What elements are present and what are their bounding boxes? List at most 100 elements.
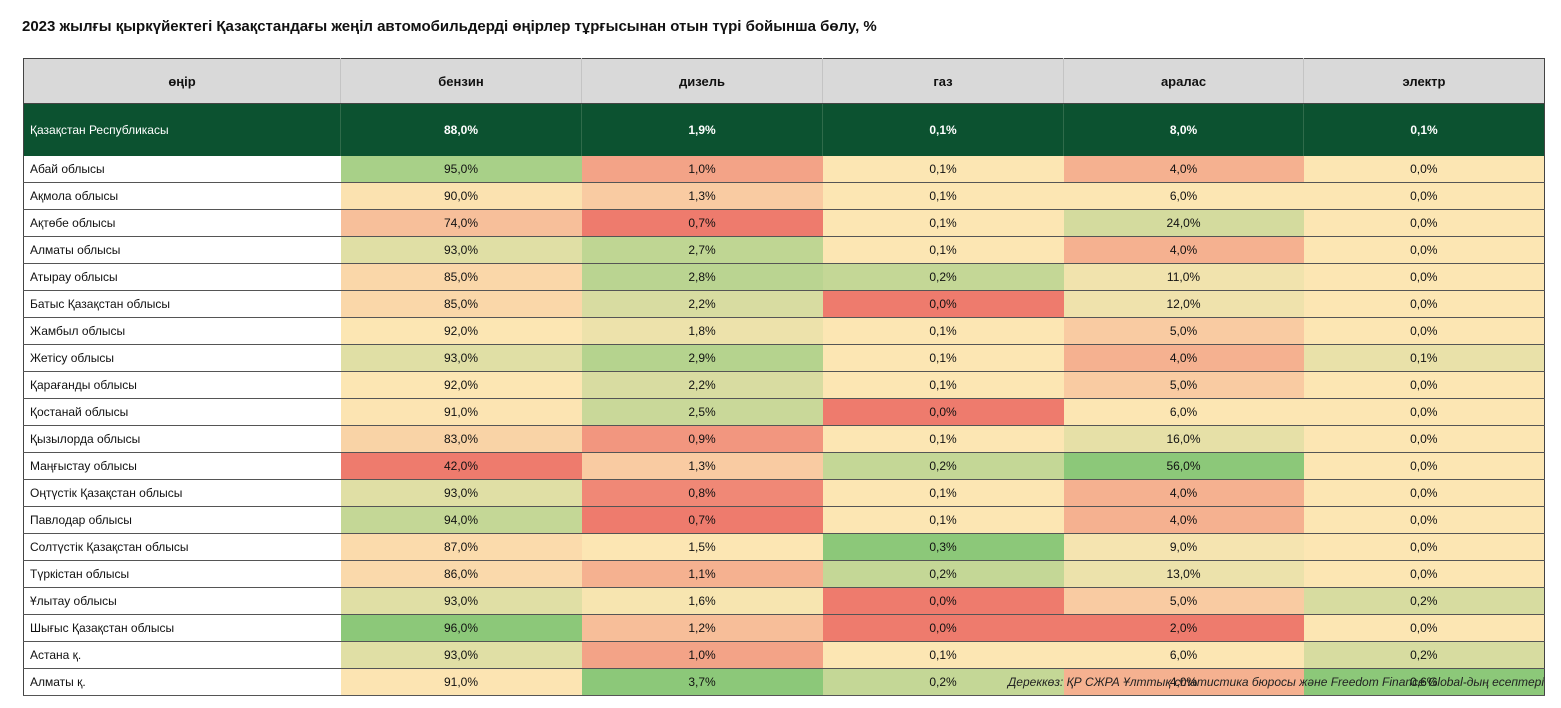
value-cell: 0,0%: [1303, 398, 1545, 426]
value-cell: 0,9%: [581, 425, 823, 453]
value-cell: 92,0%: [340, 371, 582, 399]
value-cell: 4,0%: [1063, 156, 1304, 183]
table-row: Астана қ. 93,0% 1,0% 0,1% 6,0% 0,2%: [23, 641, 1545, 669]
value-cell: 1,2%: [581, 614, 823, 642]
value-cell: 1,8%: [581, 317, 823, 345]
value-cell: 85,0%: [340, 263, 582, 291]
value-cell: 0,1%: [822, 641, 1064, 669]
value-cell: 0,1%: [822, 182, 1064, 210]
value-cell: 93,0%: [340, 236, 582, 264]
value-cell: 2,2%: [581, 290, 823, 318]
value-cell: 0,1%: [822, 317, 1064, 345]
value-cell: 24,0%: [1063, 209, 1304, 237]
table-row: Алматы облысы 93,0% 2,7% 0,1% 4,0% 0,0%: [23, 236, 1545, 264]
value-cell: 0,7%: [581, 209, 823, 237]
value-cell: 13,0%: [1063, 560, 1304, 588]
value-cell: 2,7%: [581, 236, 823, 264]
value-cell: 96,0%: [340, 614, 582, 642]
value-cell: 2,5%: [581, 398, 823, 426]
total-row: Қазақстан Республикасы 88,0% 1,9% 0,1% 8…: [23, 103, 1545, 156]
value-cell: 0,0%: [822, 290, 1064, 318]
total-cell: 0,1%: [822, 103, 1064, 156]
value-cell: 1,1%: [581, 560, 823, 588]
value-cell: 42,0%: [340, 452, 582, 480]
total-cell: 8,0%: [1063, 103, 1304, 156]
table-row: Атырау облысы 85,0% 2,8% 0,2% 11,0% 0,0%: [23, 263, 1545, 291]
value-cell: 0,0%: [1303, 506, 1545, 534]
value-cell: 0,0%: [822, 614, 1064, 642]
value-cell: 0,0%: [1303, 290, 1545, 318]
total-cell: 1,9%: [581, 103, 823, 156]
value-cell: 11,0%: [1063, 263, 1304, 291]
value-cell: 0,0%: [1303, 479, 1545, 507]
value-cell: 0,2%: [822, 452, 1064, 480]
value-cell: 0,0%: [1303, 209, 1545, 237]
value-cell: 85,0%: [340, 290, 582, 318]
col-header-hybrid: аралас: [1063, 58, 1304, 104]
col-header-petrol: бензин: [340, 58, 582, 104]
region-cell: Алматы облысы: [23, 236, 341, 264]
region-cell: Ақтөбе облысы: [23, 209, 341, 237]
value-cell: 0,8%: [581, 479, 823, 507]
region-cell: Батыс Қазақстан облысы: [23, 290, 341, 318]
region-cell: Атырау облысы: [23, 263, 341, 291]
value-cell: 0,0%: [1303, 317, 1545, 345]
region-cell: Алматы қ.: [23, 668, 341, 696]
value-cell: 4,0%: [1063, 506, 1304, 534]
region-cell: Солтүстік Қазақстан облысы: [23, 533, 341, 561]
value-cell: 0,1%: [822, 371, 1064, 399]
value-cell: 5,0%: [1063, 317, 1304, 345]
value-cell: 0,0%: [1303, 182, 1545, 210]
value-cell: 2,0%: [1063, 614, 1304, 642]
value-cell: 0,1%: [822, 156, 1064, 183]
value-cell: 9,0%: [1063, 533, 1304, 561]
value-cell: 0,1%: [822, 236, 1064, 264]
value-cell: 93,0%: [340, 587, 582, 615]
total-cell: 0,1%: [1303, 103, 1545, 156]
value-cell: 0,0%: [822, 398, 1064, 426]
value-cell: 1,0%: [581, 641, 823, 669]
value-cell: 93,0%: [340, 479, 582, 507]
table-row: Маңғыстау облысы 42,0% 1,3% 0,2% 56,0% 0,0%: [23, 452, 1545, 480]
value-cell: 1,3%: [581, 452, 823, 480]
table-row: Ақтөбе облысы 74,0% 0,7% 0,1% 24,0% 0,0%: [23, 209, 1545, 237]
region-cell: Түркістан облысы: [23, 560, 341, 588]
region-cell: Қарағанды облысы: [23, 371, 341, 399]
value-cell: 3,7%: [581, 668, 823, 696]
region-cell: Оңтүстік Қазақстан облысы: [23, 479, 341, 507]
value-cell: 1,0%: [581, 156, 823, 183]
table-row: Шығыс Қазақстан облысы 96,0% 1,2% 0,0% 2,0% 0…: [23, 614, 1545, 642]
value-cell: 0,0%: [1303, 560, 1545, 588]
value-cell: 5,0%: [1063, 371, 1304, 399]
value-cell: 6,0%: [1063, 182, 1304, 210]
value-cell: 4,0%: [1063, 236, 1304, 264]
table-row: Абай облысы 95,0% 1,0% 0,1% 4,0% 0,0%: [23, 156, 1545, 183]
value-cell: 91,0%: [340, 668, 582, 696]
table-row: Батыс Қазақстан облысы 85,0% 2,2% 0,0% 12,0%…: [23, 290, 1545, 318]
value-cell: 6,0%: [1063, 641, 1304, 669]
value-cell: 95,0%: [340, 156, 582, 183]
value-cell: 83,0%: [340, 425, 582, 453]
value-cell: 91,0%: [340, 398, 582, 426]
value-cell: 56,0%: [1063, 452, 1304, 480]
region-cell: Астана қ.: [23, 641, 341, 669]
value-cell: 0,2%: [1303, 641, 1545, 669]
value-cell: 12,0%: [1063, 290, 1304, 318]
value-cell: 0,1%: [822, 506, 1064, 534]
heatmap-table: өңір бензин дизель газ аралас электр Қаз…: [23, 58, 1545, 696]
value-cell: 0,1%: [822, 479, 1064, 507]
table-row: Ақмола облысы 90,0% 1,3% 0,1% 6,0% 0,0%: [23, 182, 1545, 210]
table-row: Жамбыл облысы 92,0% 1,8% 0,1% 5,0% 0,0%: [23, 317, 1545, 345]
value-cell: 90,0%: [340, 182, 582, 210]
region-cell: Маңғыстау облысы: [23, 452, 341, 480]
value-cell: 0,0%: [1303, 425, 1545, 453]
value-cell: 4,0%: [1063, 344, 1304, 372]
region-cell: Шығыс Қазақстан облысы: [23, 614, 341, 642]
region-cell: Қызылорда облысы: [23, 425, 341, 453]
value-cell: 4,0%: [1063, 668, 1304, 696]
region-cell: Жамбыл облысы: [23, 317, 341, 345]
value-cell: 87,0%: [340, 533, 582, 561]
table-row: Солтүстік Қазақстан облысы 87,0% 1,5% 0,3% 9…: [23, 533, 1545, 561]
value-cell: 2,8%: [581, 263, 823, 291]
value-cell: 0,6%: [1303, 668, 1545, 696]
